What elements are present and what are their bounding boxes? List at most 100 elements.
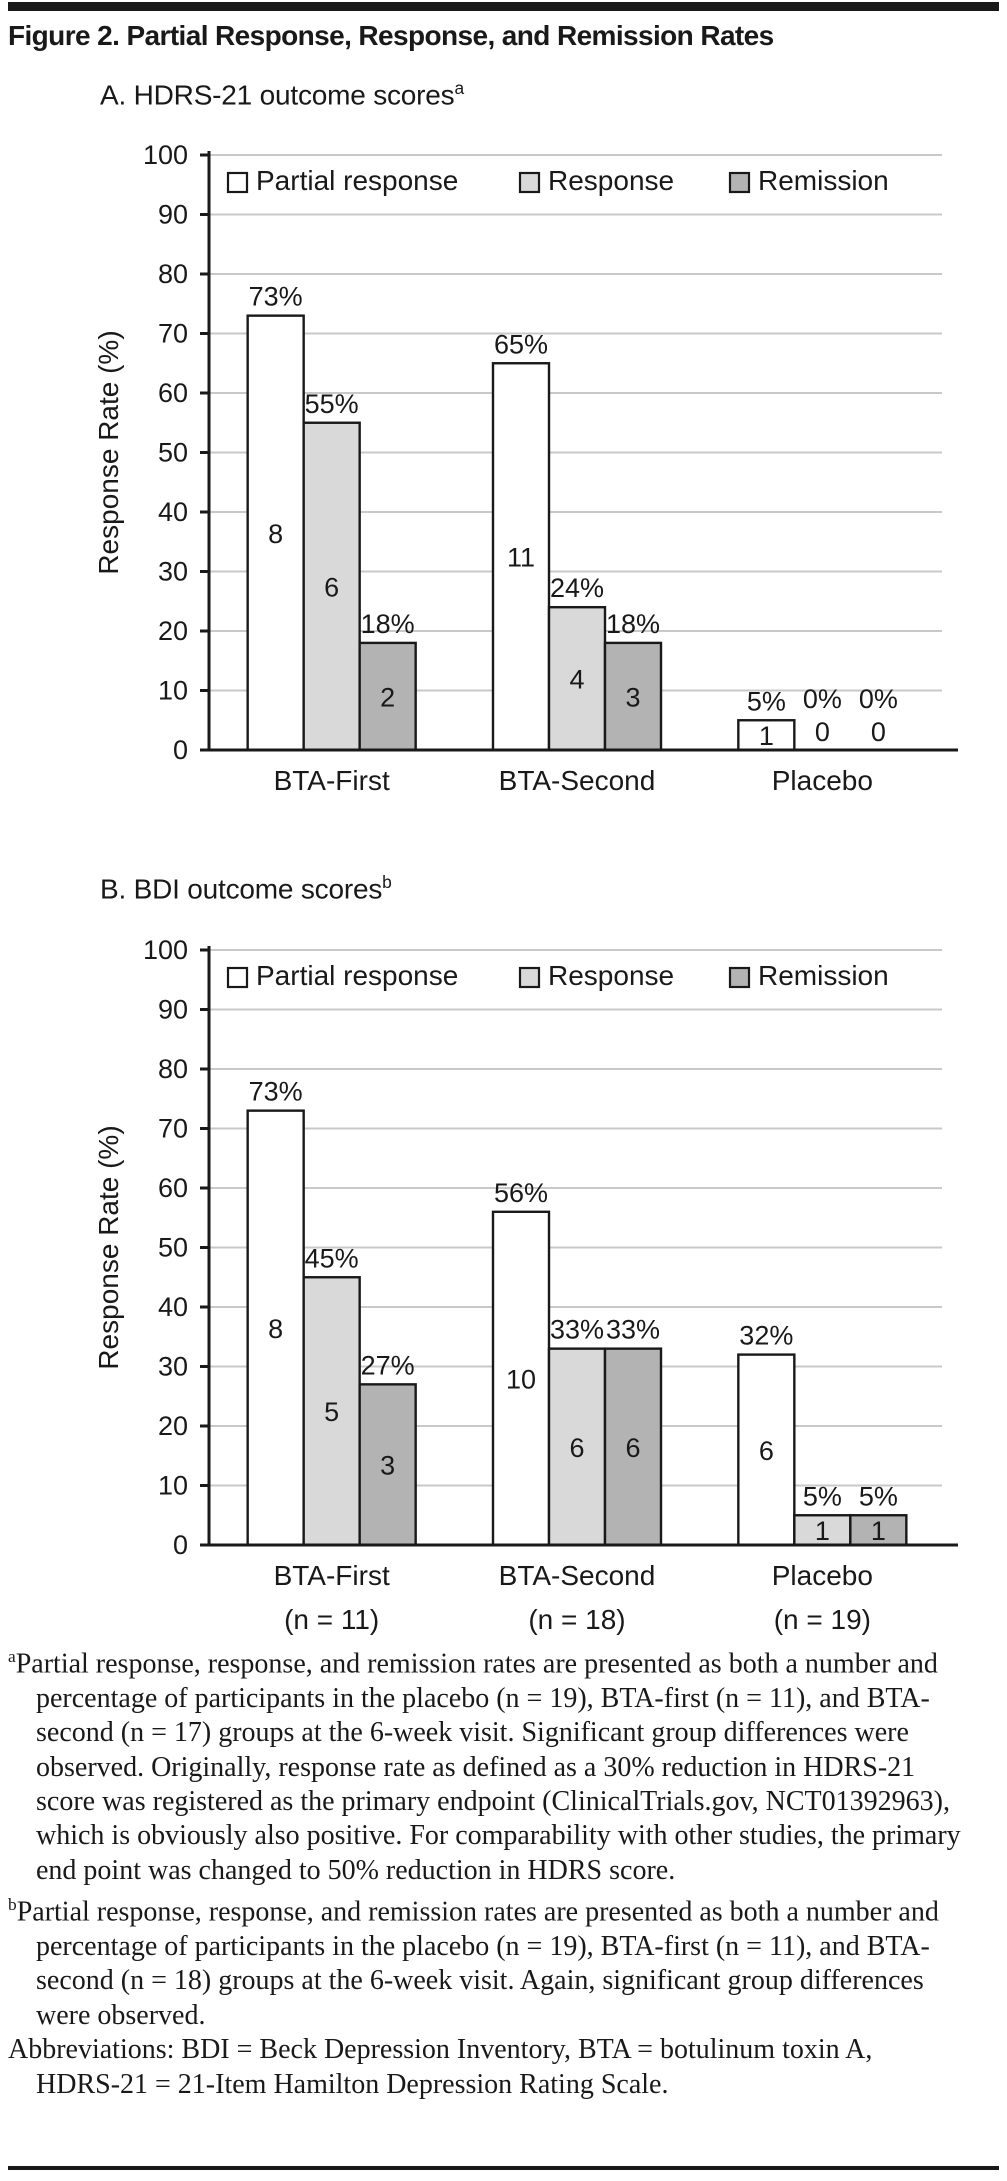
footnote-a-marker: a [8, 1647, 16, 1666]
category-sublabel: (n = 18) [528, 1604, 625, 1635]
bar-count-label: 4 [569, 665, 584, 695]
bar-percent-label: 33% [550, 1315, 604, 1345]
bar-count-label: 8 [268, 1314, 283, 1344]
bar-percent-label: 73% [249, 1077, 303, 1107]
y-axis-tick-label: 40 [158, 1292, 188, 1322]
y-axis-tick-label: 50 [158, 438, 188, 468]
chart-b-bdi-bar-chart: 0 10 20 30 40 50 60 70 80 90 100 Response Rate (%) P… [93, 935, 958, 1635]
chart-b-title-text: B. BDI outcome scores [100, 873, 383, 905]
legend-swatch-remission [728, 171, 751, 194]
bar-percent-label: 5% [747, 686, 786, 716]
legend-label: Response [548, 960, 674, 991]
y-axis: 0 10 20 30 40 50 60 70 80 90 100 [143, 140, 211, 765]
category-label: Placebo [772, 765, 873, 796]
y-axis-tick-label: 100 [143, 935, 188, 965]
footnote-a-text: Partial response, response, and remissio… [15, 1648, 961, 1886]
bottom-rule [8, 2166, 999, 2170]
bar-response [302, 1276, 361, 1547]
legend-swatch-response [518, 171, 541, 194]
legend-swatch-response [518, 966, 541, 989]
footnotes: aPartial response, response, and remissi… [8, 1640, 963, 2102]
bar-count-label: 1 [759, 721, 774, 751]
y-axis-title: Response Rate (%) [93, 330, 124, 574]
footnote-b: bPartial response, response, and remissi… [8, 1888, 963, 2033]
legend-swatch-remission [728, 966, 751, 989]
bar-count-label: 0 [871, 717, 886, 747]
bar-remission [603, 641, 663, 752]
y-axis-tick-label: 80 [158, 259, 188, 289]
bar-count-label: 8 [268, 519, 283, 549]
chart-a-section-title: A. HDRS-21 outcome scoresa [100, 78, 464, 111]
y-axis-tick-label: 40 [158, 497, 188, 527]
bar-partial-response [246, 1109, 305, 1547]
abbreviations-note: Abbreviations: BDI = Beck Depression Inv… [8, 2033, 963, 2102]
bar-percent-label: 45% [305, 1243, 359, 1273]
footnote-a: aPartial response, response, and remissi… [8, 1640, 963, 1888]
y-axis-tick-label: 20 [158, 1411, 188, 1441]
bar-count-label: 1 [871, 1516, 886, 1546]
bar-percent-label: 0% [859, 684, 898, 714]
y-axis-tick-label: 10 [158, 1471, 188, 1501]
bar-percent-label: 0% [803, 684, 842, 714]
legend-label: Partial response [256, 960, 458, 991]
bar-response [793, 1514, 852, 1547]
bar-count-label: 3 [625, 682, 640, 712]
category-label: BTA-Second [499, 765, 656, 796]
bar-count-label: 3 [380, 1451, 395, 1481]
bars: 73% 8 45% 5 27% 3 56% 10 33% 6 33% 6 32% 6 5% 1 5% 1 [246, 1077, 908, 1547]
abbreviations-text: Abbreviations: BDI = Beck Depression Inv… [8, 2034, 873, 2100]
bar-count-label: 11 [507, 543, 535, 573]
figure-title: Figure 2. Partial Response, Response, an… [8, 20, 774, 51]
bar-count-label: 6 [625, 1433, 640, 1463]
bar-percent-label: 5% [803, 1481, 842, 1511]
bar-percent-label: 56% [494, 1178, 548, 1208]
footnote-b-text: Partial response, response, and remissio… [16, 1896, 939, 2031]
y-axis-tick-label: 60 [158, 1173, 188, 1203]
top-rule [8, 2, 999, 11]
bar-percent-label: 32% [739, 1321, 793, 1351]
chart-a-title-text: A. HDRS-21 outcome scores [100, 79, 455, 111]
legend: Partial response Response Remission [226, 165, 889, 196]
bar-percent-label: 18% [361, 609, 415, 639]
y-axis-tick-label: 60 [158, 378, 188, 408]
y-axis-tick-label: 20 [158, 616, 188, 646]
category-label: BTA-First [274, 765, 390, 796]
bar-count-label: 2 [380, 682, 395, 712]
footnote-b-marker: b [8, 1895, 17, 1915]
y-axis-tick-label: 90 [158, 200, 188, 230]
y-axis-title: Response Rate (%) [93, 1125, 124, 1369]
bar-remission [849, 1514, 908, 1547]
legend: Partial response Response Remission [226, 960, 889, 991]
category-sublabel: (n = 11) [284, 1604, 379, 1635]
y-axis-tick-label: 30 [158, 1352, 188, 1382]
bar-count-label: 5 [324, 1397, 339, 1427]
y-axis-tick-label: 70 [158, 1114, 188, 1144]
bar-percent-label: 33% [606, 1315, 660, 1345]
legend-label: Remission [758, 165, 889, 196]
bar-percent-label: 55% [305, 389, 359, 419]
chart-b-section-title: B. BDI outcome scoresb [100, 872, 392, 905]
bar-count-label: 10 [506, 1364, 536, 1394]
legend-swatch-partial-response [226, 966, 249, 989]
y-axis: 0 10 20 30 40 50 60 70 80 90 100 [143, 935, 211, 1560]
bar-remission [603, 1347, 663, 1547]
legend-label: Partial response [256, 165, 458, 196]
bar-remission [358, 1383, 417, 1547]
bar-partial-response [737, 1353, 796, 1547]
bar-percent-label: 73% [249, 282, 303, 312]
category-label: BTA-First [274, 1560, 390, 1591]
bar-count-label: 6 [569, 1433, 584, 1463]
bar-count-label: 0 [815, 717, 830, 747]
y-axis-tick-label: 0 [173, 735, 188, 765]
y-axis-tick-label: 0 [173, 1530, 188, 1560]
y-axis-tick-label: 50 [158, 1233, 188, 1263]
legend-label: Remission [758, 960, 889, 991]
bar-count-label: 6 [759, 1436, 774, 1466]
bar-percent-label: 24% [550, 573, 604, 603]
category-label: BTA-Second [499, 1560, 656, 1591]
y-axis-tick-label: 100 [143, 140, 188, 170]
bar-count-label: 1 [815, 1516, 830, 1546]
bar-percent-label: 18% [606, 609, 660, 639]
